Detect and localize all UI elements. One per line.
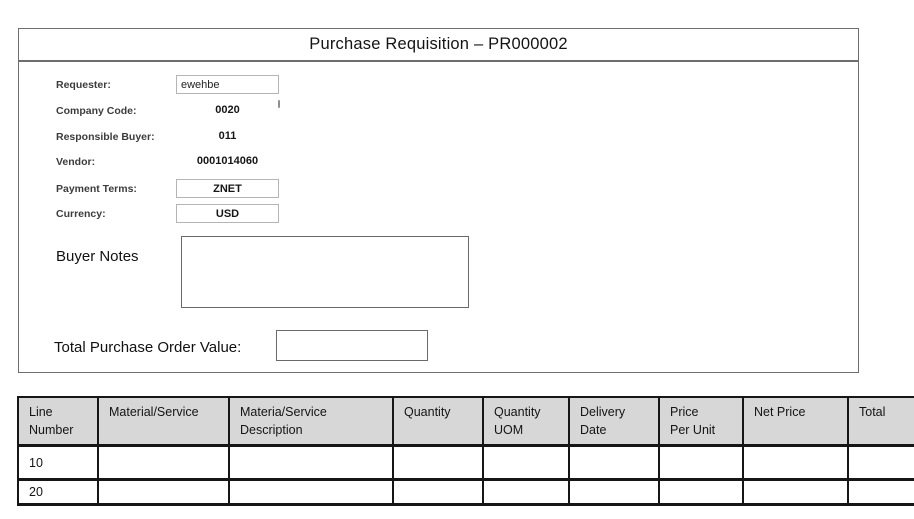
cell-line-number: 10 bbox=[17, 444, 99, 481]
header-material-service: Material/Service bbox=[97, 396, 230, 447]
company-code-label: Company Code: bbox=[56, 105, 137, 117]
table-row: 20 bbox=[17, 478, 914, 506]
cell-net-price bbox=[742, 444, 849, 481]
company-code-value: 0020 bbox=[215, 104, 240, 116]
line-items-table: Line Number Material/Service Materia/Ser… bbox=[17, 396, 914, 506]
buyer-notes-textarea[interactable] bbox=[181, 236, 469, 308]
cell-net-price bbox=[742, 478, 849, 506]
responsible-buyer-label: Responsible Buyer: bbox=[56, 131, 155, 143]
vendor-label: Vendor: bbox=[56, 156, 96, 168]
header-quantity: Quantity bbox=[392, 396, 484, 447]
page-title: Purchase Requisition – PR000002 bbox=[309, 35, 568, 53]
cell-quantity-uom bbox=[482, 478, 570, 506]
payment-terms-input[interactable] bbox=[176, 179, 279, 198]
document-title-bar: Purchase Requisition – PR000002 bbox=[18, 28, 859, 61]
header-line-number: Line Number bbox=[17, 396, 99, 447]
currency-input[interactable] bbox=[176, 204, 279, 223]
cell-price-per-unit bbox=[658, 478, 744, 506]
buyer-notes-label: Buyer Notes bbox=[56, 248, 139, 265]
cell-price-per-unit bbox=[658, 444, 744, 481]
cell-quantity-uom bbox=[482, 444, 570, 481]
vendor-value: 0001014060 bbox=[196, 155, 259, 167]
stray-tick-mark bbox=[278, 100, 280, 108]
header-description: Materia/Service Description bbox=[228, 396, 394, 447]
header-net-price: Net Price bbox=[742, 396, 849, 447]
cell-description bbox=[228, 444, 394, 481]
requester-input[interactable] bbox=[176, 75, 279, 94]
cell-total bbox=[847, 444, 914, 481]
cell-quantity bbox=[392, 444, 484, 481]
header-total: Total bbox=[847, 396, 914, 447]
cell-line-number: 20 bbox=[17, 478, 99, 506]
total-po-value-label: Total Purchase Order Value: bbox=[54, 339, 242, 356]
cell-delivery-date bbox=[568, 444, 660, 481]
header-price-per-unit: Price Per Unit bbox=[658, 396, 744, 447]
cell-quantity bbox=[392, 478, 484, 506]
total-po-value-input[interactable] bbox=[276, 330, 428, 361]
table-row: 10 bbox=[17, 444, 914, 481]
cell-description bbox=[228, 478, 394, 506]
line-items-section: Line Number Material/Service Materia/Ser… bbox=[17, 396, 914, 506]
responsible-buyer-value: 011 bbox=[218, 130, 237, 142]
cell-material-service bbox=[97, 444, 230, 481]
requisition-form: Requester: Company Code: 0020 Responsibl… bbox=[18, 61, 859, 373]
table-header-row: Line Number Material/Service Materia/Ser… bbox=[17, 396, 914, 447]
payment-terms-label: Payment Terms: bbox=[56, 183, 137, 195]
cell-total bbox=[847, 478, 914, 506]
header-delivery-date: Delivery Date bbox=[568, 396, 660, 447]
requester-label: Requester: bbox=[56, 79, 111, 91]
header-quantity-uom: Quantity UOM bbox=[482, 396, 570, 447]
cell-material-service bbox=[97, 478, 230, 506]
currency-label: Currency: bbox=[56, 208, 106, 220]
cell-delivery-date bbox=[568, 478, 660, 506]
